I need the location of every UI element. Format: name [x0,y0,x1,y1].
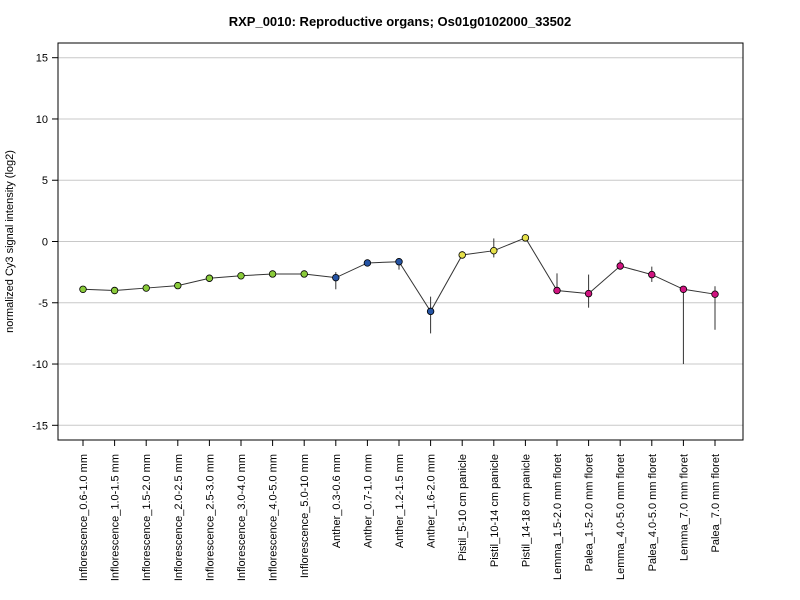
x-tick-label: Inflorescence_5.0-10 mm [299,454,311,578]
y-tick-label: -5 [38,298,48,310]
x-tick-label: Anther_1.6-2.0 mm [426,454,438,548]
y-tick-label: 10 [36,114,48,126]
x-tick-label: Inflorescence_2.5-3.0 mm [204,454,216,581]
x-tick-label: Pistil_10-14 cm panicle [489,454,501,567]
x-tick-label: Lemma_4.0-5.0 mm floret [615,454,627,580]
y-axis-label: normalized Cy3 signal intensity (log2) [4,150,16,333]
data-point [205,274,214,282]
series-polyline [82,237,716,313]
data-point [300,270,308,278]
data-point [426,307,435,316]
chart-title: RXP_0010: Reproductive organs; Os01g0102… [229,14,572,29]
x-tick-label: Anther_0.3-0.6 mm [331,454,343,548]
x-tick-label: Inflorescence_1.0-1.5 mm [110,454,122,581]
data-point [616,262,624,270]
data-point [521,234,530,242]
x-tick-label: Inflorescence_0.6-1.0 mm [78,454,90,581]
y-tick-label: -10 [32,359,48,371]
data-point [79,285,87,293]
error-bars [335,238,716,365]
data-point [110,286,119,295]
y-tick-label: -15 [32,420,48,432]
y-tick-label: 15 [36,53,48,65]
x-tick-label: Lemma_7.0 mm floret [678,454,690,561]
data-point [458,251,466,259]
data-point [711,290,719,298]
data-point [490,246,498,255]
data-point [553,286,561,295]
data-point [268,270,277,278]
x-tick-label: Palea_7.0 mm floret [710,454,722,552]
y-tick-label: 5 [42,175,48,187]
data-point [679,285,688,293]
series-line [82,237,716,313]
data-point [363,259,372,267]
y-axis: 15 10 5 0 -5 -10 -15 [32,53,58,432]
x-tick-label: Palea_4.0-5.0 mm floret [647,454,659,571]
data-points [79,234,719,316]
x-tick-label: Anther_0.7-1.0 mm [362,454,374,548]
data-point [237,272,245,280]
x-axis: Inflorescence_0.6-1.0 mm Inflorescence_1.… [78,440,722,581]
data-point [142,284,150,292]
x-tick-label: Pistil_14-18 cm panicle [520,454,532,567]
data-point [584,289,593,298]
y-tick-label: 0 [42,237,48,249]
data-point [395,258,403,266]
x-tick-label: Anther_1.2-1.5 mm [394,454,406,548]
x-tick-label: Palea_1.5-2.0 mm floret [584,454,596,571]
x-tick-label: Inflorescence_1.5-2.0 mm [141,454,153,581]
x-tick-label: Lemma_1.5-2.0 mm floret [552,454,564,580]
x-tick-label: Pistil_5-10 cm panicle [457,454,469,561]
data-point [174,281,182,290]
data-point [332,273,340,282]
x-tick-label: Inflorescence_2.0-2.5 mm [173,454,185,581]
grid-lines [58,57,743,426]
x-tick-label: Inflorescence_3.0-4.0 mm [236,454,248,581]
x-tick-label: Inflorescence_4.0-5.0 mm [268,454,280,581]
data-point [648,270,656,279]
